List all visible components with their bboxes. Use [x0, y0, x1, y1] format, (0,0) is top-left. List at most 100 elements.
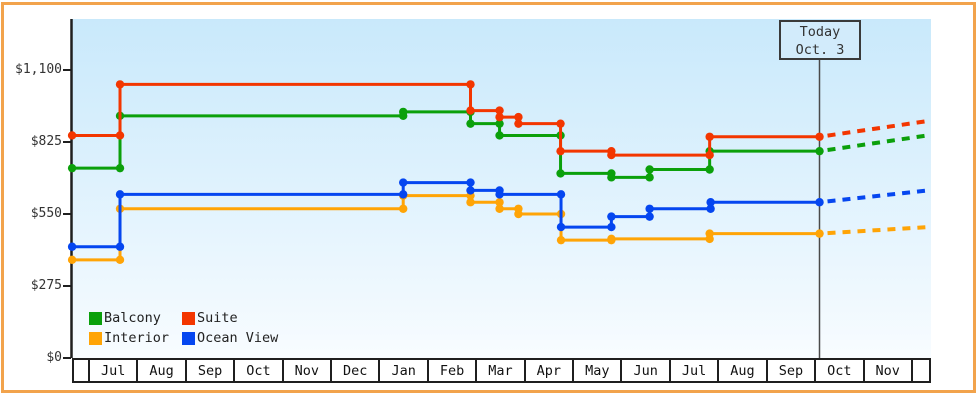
price-point — [705, 132, 714, 141]
price-point — [607, 212, 616, 221]
month-cell-jul-12: Jul — [671, 360, 720, 381]
month-cell-trail — [913, 360, 929, 381]
price-point — [466, 198, 475, 207]
month-cell-sep-2: Sep — [187, 360, 236, 381]
price-point — [495, 119, 504, 128]
price-point — [399, 107, 408, 117]
price-point — [815, 229, 824, 238]
price-point — [495, 204, 504, 213]
month-cell-may-10: May — [574, 360, 623, 381]
price-point — [495, 190, 504, 199]
month-cell-nov-4: Nov — [284, 360, 333, 381]
month-cell-jul-0: Jul — [90, 360, 139, 381]
price-point — [607, 222, 616, 232]
legend-item-suite: Suite — [182, 310, 278, 326]
month-cell-jun-11: Jun — [622, 360, 671, 381]
price-point — [645, 165, 654, 174]
today-callout-line1: Today — [799, 24, 841, 40]
month-cell-nov-16: Nov — [865, 360, 913, 381]
price-point — [115, 242, 125, 251]
price-point — [556, 222, 566, 232]
month-cell-jan-6: Jan — [380, 360, 429, 381]
price-point — [67, 131, 77, 140]
price-point — [399, 204, 408, 213]
price-point — [645, 212, 654, 221]
series-interior — [67, 191, 928, 265]
price-point — [466, 106, 475, 115]
legend-item-ocean-view: Ocean View — [182, 330, 279, 346]
price-point — [466, 186, 475, 195]
legend-label: Suite — [197, 310, 238, 326]
forecast-line — [827, 119, 928, 138]
balcony-swatch-icon — [89, 311, 102, 325]
price-point — [556, 235, 566, 245]
series-layer — [67, 80, 928, 265]
series-ocean-view — [67, 178, 928, 251]
legend: Balcony Suite Interior Ocean View — [89, 310, 279, 346]
price-point — [705, 165, 714, 174]
price-point — [115, 255, 125, 265]
price-point — [495, 112, 504, 122]
month-cell-aug-13: Aug — [719, 360, 768, 381]
price-line — [72, 82, 820, 157]
legend-item-interior: Interior — [89, 330, 182, 346]
price-point — [556, 169, 565, 178]
price-point — [514, 112, 523, 122]
month-cell-lead — [74, 360, 90, 381]
price-point — [556, 146, 565, 156]
price-point — [67, 163, 77, 173]
legend-label: Ocean View — [197, 330, 279, 346]
price-point — [706, 198, 715, 207]
price-point — [815, 132, 824, 141]
price-point — [399, 178, 408, 187]
month-cell-oct-15: Oct — [816, 360, 865, 381]
price-point — [514, 209, 523, 219]
price-point — [645, 204, 654, 213]
y-tick-label: $825 — [30, 134, 62, 149]
price-point — [115, 80, 125, 89]
y-tick-label: $550 — [30, 206, 62, 221]
price-point — [815, 146, 824, 156]
price-point — [466, 178, 475, 187]
series-suite — [67, 80, 928, 160]
price-point — [556, 190, 566, 199]
suite-swatch-icon — [182, 311, 195, 325]
legend-item-balcony: Balcony — [89, 310, 182, 326]
interior-swatch-icon — [89, 331, 102, 345]
price-point — [67, 242, 77, 251]
today-callout: Today Oct. 3 — [779, 20, 861, 60]
price-point — [645, 173, 654, 182]
price-line — [72, 194, 820, 262]
month-cell-aug-1: Aug — [138, 360, 187, 381]
month-cell-oct-3: Oct — [235, 360, 284, 381]
price-point — [495, 131, 504, 140]
today-callout-line2: Oct. 3 — [795, 42, 845, 58]
forecast-line — [827, 225, 928, 236]
price-point — [466, 80, 475, 89]
price-point — [466, 119, 475, 128]
forecast-line — [827, 133, 928, 152]
price-line — [72, 110, 820, 179]
price-point — [556, 119, 565, 128]
legend-label: Balcony — [104, 310, 161, 326]
price-point — [514, 119, 523, 128]
forecast-line — [827, 188, 928, 204]
month-axis: Jul Aug Sep Oct Nov Dec Jan Feb Mar Apr May Jun Jul A… — [72, 358, 931, 383]
price-point — [115, 190, 125, 199]
y-axis-ticks — [63, 69, 71, 359]
price-line — [72, 181, 820, 249]
y-tick-label: $1,100 — [15, 62, 62, 77]
ocean-view-swatch-icon — [182, 331, 195, 345]
legend-label: Interior — [104, 330, 170, 346]
price-point — [607, 234, 616, 244]
price-point — [607, 150, 616, 160]
y-tick-label: $275 — [30, 278, 62, 293]
month-cell-mar-8: Mar — [477, 360, 526, 381]
price-point — [399, 190, 408, 199]
month-cell-dec-5: Dec — [332, 360, 381, 381]
price-point — [705, 229, 714, 238]
price-point — [607, 173, 616, 182]
price-point — [706, 204, 715, 213]
